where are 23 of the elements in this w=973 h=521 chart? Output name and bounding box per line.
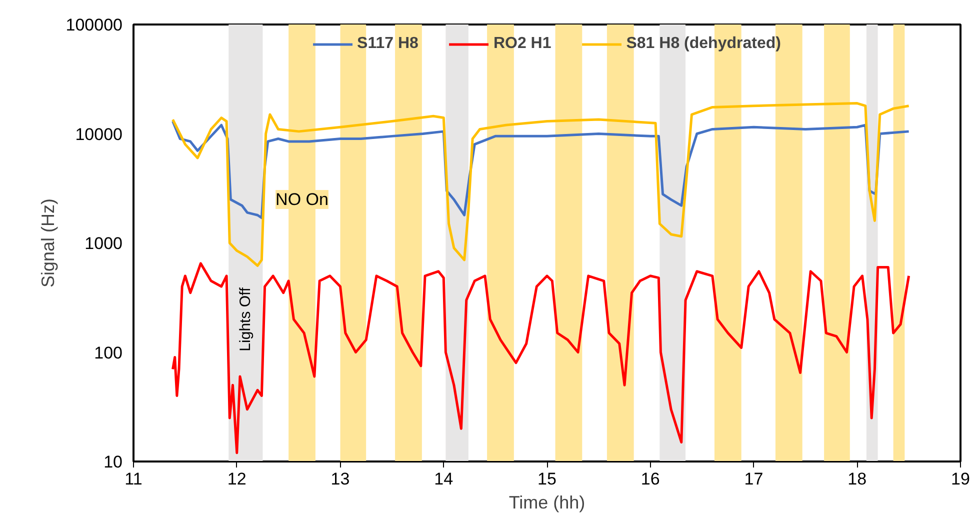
band-label: Lights Off <box>237 286 254 352</box>
line-series <box>172 102 910 267</box>
y-tick-label: 100000 <box>66 16 123 34</box>
legend-label: S117 H8 <box>357 35 418 53</box>
line-series <box>172 262 910 454</box>
legend-label: RO2 H1 <box>493 35 552 53</box>
band-label: NO On <box>276 190 328 210</box>
y-tick-label: 1000 <box>84 234 123 253</box>
x-tick-label: 14 <box>434 470 454 488</box>
x-tick-label: 16 <box>640 470 660 488</box>
y-tick-label: 10 <box>104 452 123 472</box>
legend-label: S81 H8 (dehydrated) <box>626 35 781 53</box>
y-tick-label: 100 <box>94 343 123 362</box>
x-tick-label: 13 <box>330 470 350 488</box>
x-axis-title: Time (hh) <box>508 492 586 512</box>
x-tick-label: 11 <box>124 470 142 488</box>
y-axis-title: Signal (Hz) <box>38 198 58 288</box>
x-tick-label: 18 <box>848 470 867 488</box>
x-tick-label: 19 <box>951 470 970 488</box>
x-tick-label: 12 <box>227 470 246 488</box>
x-tick-label: 17 <box>744 470 764 488</box>
y-tick-label: 10000 <box>75 124 123 144</box>
x-tick-label: 15 <box>538 470 556 488</box>
